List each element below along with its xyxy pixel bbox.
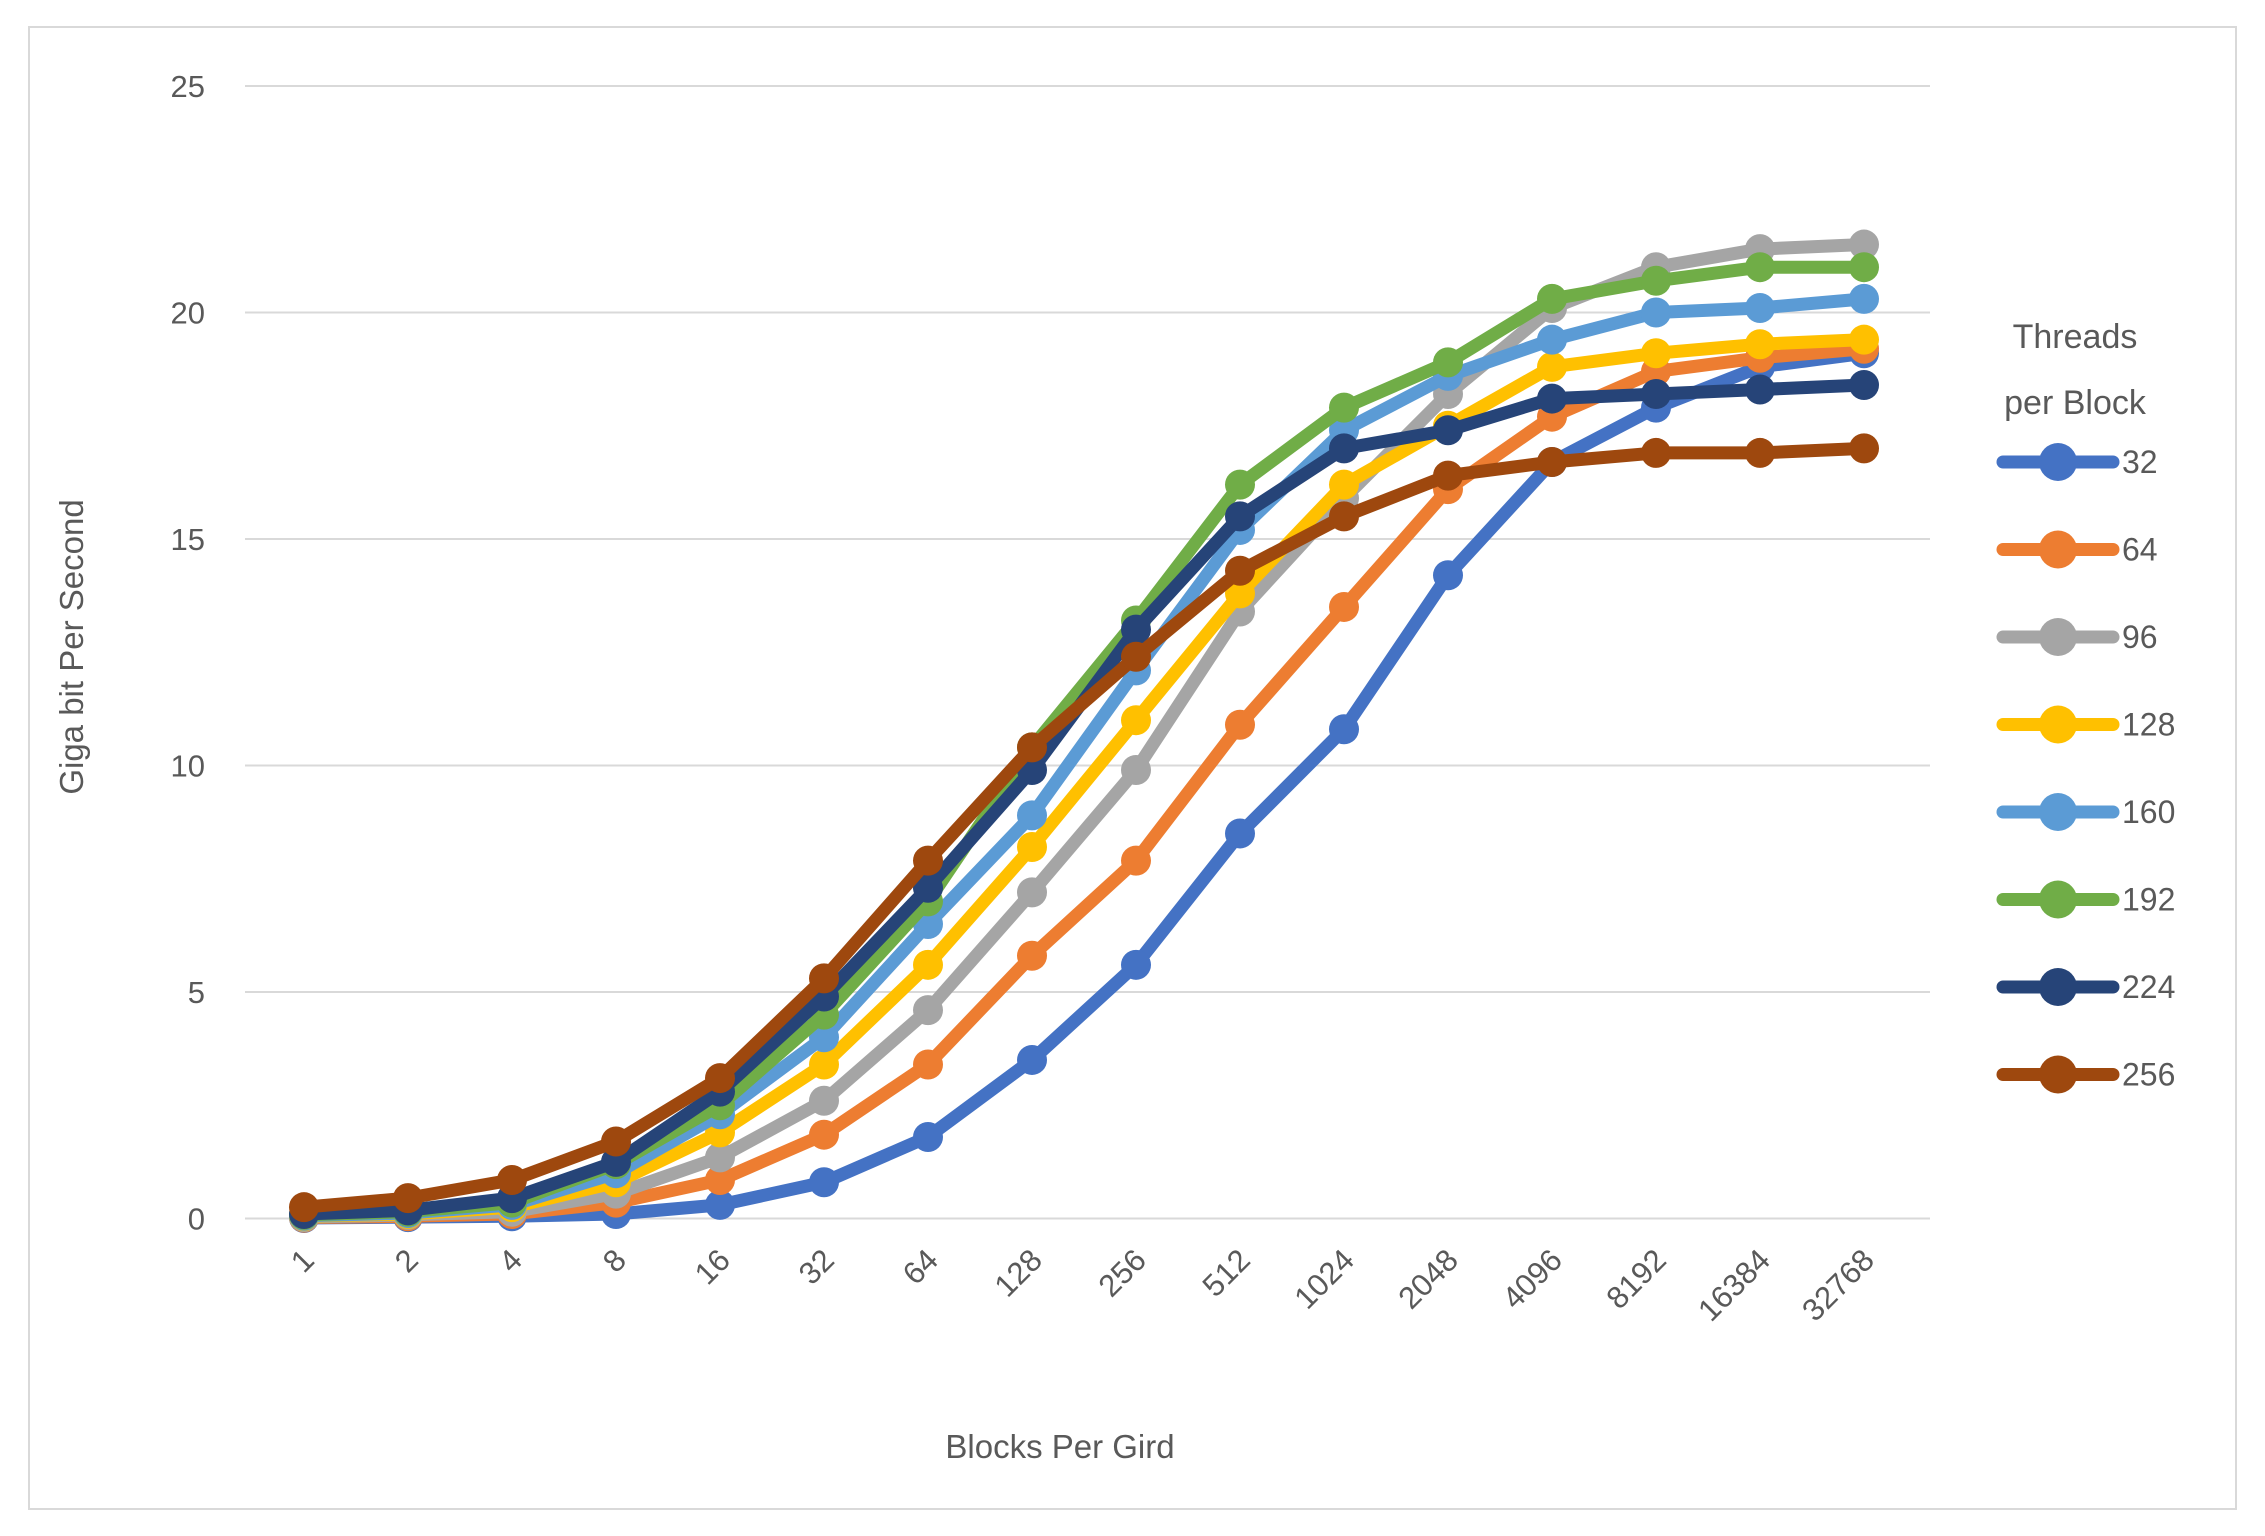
series-marker-96-128	[1017, 877, 1047, 908]
series-marker-160-8192	[1641, 297, 1671, 328]
series-marker-256-16384	[1745, 437, 1775, 468]
legend-label-160: 160	[2122, 794, 2175, 830]
series-marker-128-1024	[1329, 469, 1359, 500]
legend-marker-160	[2039, 793, 2077, 831]
series-line-32	[297, 346, 1871, 1225]
series-marker-128-256	[1121, 705, 1151, 736]
legend-label-32: 32	[2122, 444, 2158, 480]
series-marker-32-64	[913, 1121, 943, 1152]
legend-marker-32	[2039, 443, 2077, 481]
legend-marker-128	[2039, 705, 2077, 744]
series-marker-256-256	[1121, 641, 1151, 672]
series-marker-224-8192	[1641, 379, 1671, 410]
legend-label-64: 64	[2122, 532, 2158, 568]
series-marker-32-128	[1017, 1044, 1047, 1075]
series-marker-96-32	[809, 1085, 839, 1116]
series-marker-224-4096	[1537, 383, 1567, 414]
series-marker-256-8192	[1641, 437, 1671, 468]
series-marker-192-8192	[1641, 265, 1671, 296]
series-marker-224-32768	[1849, 369, 1879, 400]
series-marker-32-16	[705, 1189, 735, 1220]
series-marker-256-1024	[1329, 501, 1359, 532]
y-tick-label-15: 15	[171, 522, 205, 557]
series-marker-256-4096	[1537, 446, 1567, 477]
series-marker-128-32	[809, 1049, 839, 1080]
series-marker-224-16384	[1745, 374, 1775, 405]
series-marker-128-8192	[1641, 338, 1671, 369]
legend-label-224: 224	[2122, 969, 2175, 1005]
series-marker-32-2048	[1433, 560, 1463, 591]
series-marker-128-512	[1225, 578, 1255, 609]
series-marker-224-2048	[1433, 415, 1463, 446]
series-marker-224-64	[913, 872, 943, 903]
series-marker-192-16384	[1745, 252, 1775, 283]
series-marker-128-4096	[1537, 351, 1567, 382]
series-marker-224-512	[1225, 501, 1255, 532]
series-marker-192-32768	[1849, 252, 1879, 283]
series-marker-224-256	[1121, 614, 1151, 645]
series-marker-160-32768	[1849, 283, 1879, 314]
series-marker-128-128	[1017, 832, 1047, 863]
legend-marker-224	[2039, 968, 2077, 1006]
series-marker-160-4096	[1537, 324, 1567, 355]
series-marker-256-128	[1017, 732, 1047, 763]
chart-border-frame	[28, 26, 2237, 1510]
series-marker-224-1024	[1329, 433, 1359, 464]
series-marker-256-2	[393, 1183, 423, 1214]
series-marker-96-64	[913, 995, 943, 1026]
legend-label-96: 96	[2122, 619, 2158, 655]
legend-label-256: 256	[2122, 1057, 2175, 1093]
series-marker-192-512	[1225, 469, 1255, 500]
series-marker-160-128	[1017, 800, 1047, 831]
series-marker-256-4	[497, 1164, 527, 1195]
series-marker-256-32768	[1849, 433, 1879, 464]
legend-label-128: 128	[2122, 707, 2175, 743]
series-marker-192-2048	[1433, 347, 1463, 378]
series-marker-64-1024	[1329, 591, 1359, 622]
series-marker-256-16	[705, 1063, 735, 1094]
x-axis-title: Blocks Per Gird	[945, 1428, 1175, 1465]
series-marker-32-32	[809, 1167, 839, 1198]
series-marker-64-16	[705, 1164, 735, 1195]
legend-title-line2: per Block	[2004, 384, 2146, 422]
series-marker-256-2048	[1433, 460, 1463, 491]
series-marker-192-4096	[1537, 283, 1567, 314]
series-marker-256-1	[289, 1192, 319, 1223]
series-marker-64-256	[1121, 845, 1151, 876]
series-line-256	[297, 441, 1871, 1214]
legend-label-192: 192	[2122, 882, 2175, 918]
series-marker-128-16384	[1745, 329, 1775, 360]
series-marker-256-64	[913, 845, 943, 876]
series-marker-128-64	[913, 949, 943, 980]
y-tick-label-0: 0	[188, 1202, 205, 1237]
series-marker-96-256	[1121, 755, 1151, 786]
series-marker-32-512	[1225, 818, 1255, 849]
y-tick-label-25: 25	[171, 69, 205, 104]
series-marker-64-512	[1225, 709, 1255, 740]
series-marker-192-1024	[1329, 392, 1359, 423]
y-tick-label-5: 5	[188, 975, 205, 1010]
y-tick-label-20: 20	[171, 296, 205, 331]
series-marker-256-512	[1225, 555, 1255, 586]
legend-marker-96	[2039, 618, 2077, 656]
series-marker-160-16384	[1745, 292, 1775, 323]
legend-title-line1: Threads	[2012, 318, 2138, 356]
series-marker-64-128	[1017, 940, 1047, 971]
series-marker-256-32	[809, 963, 839, 994]
y-axis-title: Giga bit Per Second	[53, 499, 90, 795]
series-marker-128-32768	[1849, 324, 1879, 355]
series-marker-64-32	[809, 1119, 839, 1150]
legend-marker-256	[2039, 1055, 2077, 1094]
series-marker-64-64	[913, 1049, 943, 1080]
series-marker-32-1024	[1329, 714, 1359, 745]
y-tick-label-10: 10	[171, 749, 205, 784]
series-marker-32-256	[1121, 949, 1151, 980]
legend-marker-64	[2039, 530, 2077, 569]
legend-marker-192	[2039, 880, 2077, 919]
series-marker-96-16	[705, 1142, 735, 1173]
series-marker-96-32768	[1849, 229, 1879, 260]
series-marker-256-8	[601, 1126, 631, 1157]
